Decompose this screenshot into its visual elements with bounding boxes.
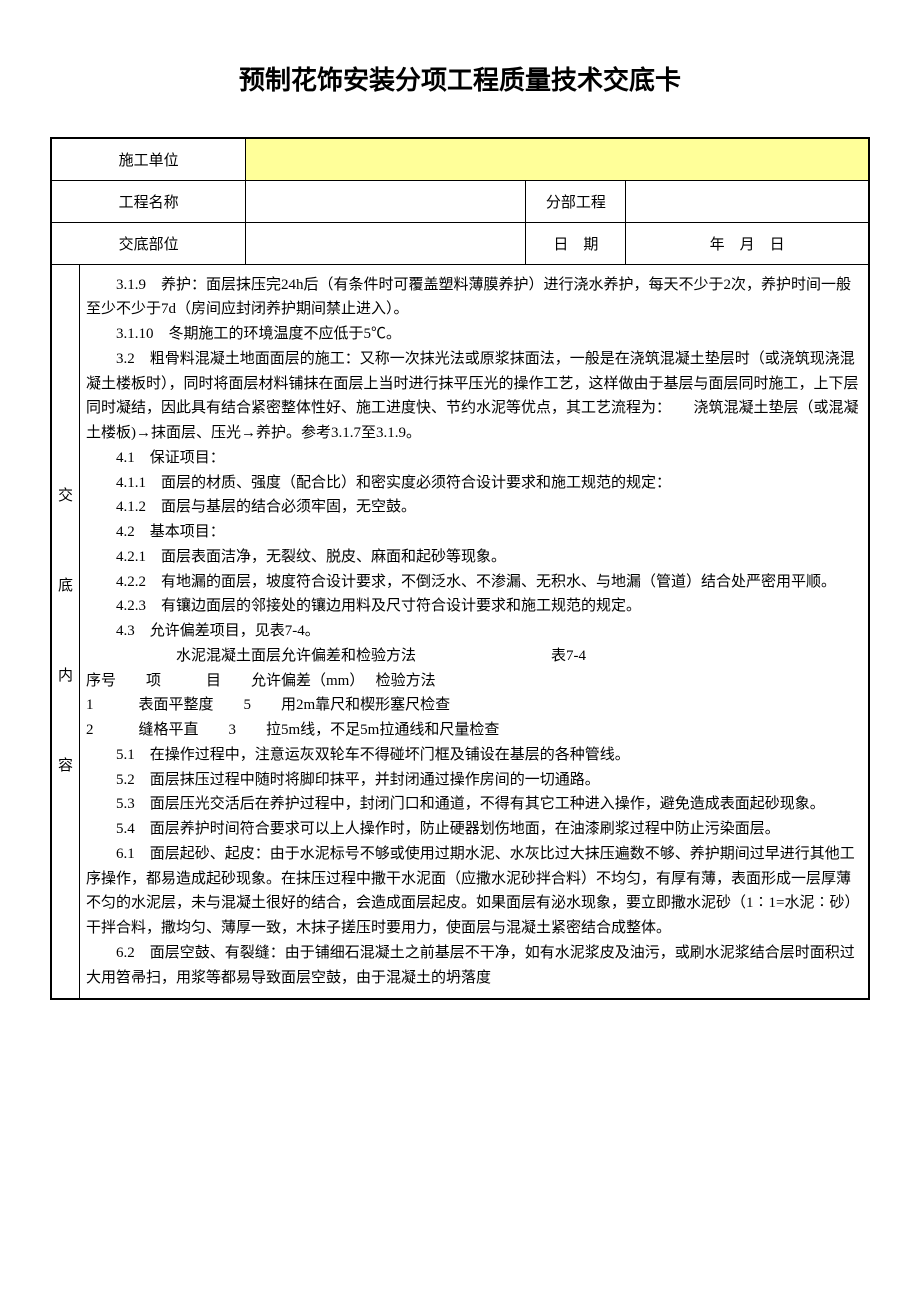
row-unit: 施工单位 <box>51 138 869 180</box>
value-date: 年 月 日 <box>626 222 869 264</box>
vlabel-1: 交 <box>58 488 73 504</box>
value-project <box>246 180 526 222</box>
label-unit: 施工单位 <box>51 138 246 180</box>
value-subproject <box>626 180 869 222</box>
para-3110: 3.1.10 冬期施工的环境温度不应低于5℃。 <box>86 322 862 347</box>
para-43: 4.3 允许偏差项目，见表7-4。 <box>86 619 862 644</box>
para-32: 3.2 粗骨料混凝土地面面层的施工：又称一次抹光法或原浆抹面法，一般是在浇筑混凝… <box>86 347 862 446</box>
para-53: 5.3 面层压光交活后在养护过程中，封闭门口和通道，不得有其它工种进入操作，避免… <box>86 792 862 817</box>
tbl-title: 水泥混凝土面层允许偏差和检验方法 表7-4 <box>86 644 862 669</box>
para-52: 5.2 面层抹压过程中随时将脚印抹平，并封闭通过操作房间的一切通路。 <box>86 768 862 793</box>
para-62: 6.2 面层空鼓、有裂缝：由于铺细石混凝土之前基层不干净，如有水泥浆皮及油污，或… <box>86 941 862 991</box>
row-project: 工程名称 分部工程 <box>51 180 869 222</box>
value-unit <box>246 138 869 180</box>
para-54: 5.4 面层养护时间符合要求可以上人操作时，防止硬器划伤地面，在油漆刷浆过程中防… <box>86 817 862 842</box>
page-title: 预制花饰安装分项工程质量技术交底卡 <box>50 60 870 97</box>
para-411: 4.1.1 面层的材质、强度（配合比）和密实度必须符合设计要求和施工规范的规定： <box>86 471 862 496</box>
row-location: 交底部位 日 期 年 月 日 <box>51 222 869 264</box>
para-42: 4.2 基本项目： <box>86 520 862 545</box>
label-project: 工程名称 <box>51 180 246 222</box>
vlabel-2: 底 <box>58 578 73 594</box>
para-422: 4.2.2 有地漏的面层，坡度符合设计要求，不倒泛水、不渗漏、无积水、与地漏（管… <box>86 570 862 595</box>
para-423: 4.2.3 有镶边面层的邻接处的镶边用料及尺寸符合设计要求和施工规范的规定。 <box>86 594 862 619</box>
para-319: 3.1.9 养护：面层抹压完24h后（有条件时可覆盖塑料薄膜养护）进行浇水养护，… <box>86 273 862 323</box>
row-content: 交 底 内 容 3.1.9 养护：面层抹压完24h后（有条件时可覆盖塑料薄膜养护… <box>51 264 869 999</box>
para-41: 4.1 保证项目： <box>86 446 862 471</box>
value-location <box>246 222 526 264</box>
label-location: 交底部位 <box>51 222 246 264</box>
vlabel-4: 容 <box>58 758 73 774</box>
tbl-header: 序号 项 目 允许偏差（mm） 检验方法 <box>86 669 862 694</box>
para-51: 5.1 在操作过程中，注意运灰双轮车不得碰坏门框及铺设在基层的各种管线。 <box>86 743 862 768</box>
vlabel-3: 内 <box>58 668 73 684</box>
tbl-row1: 1 表面平整度 5 用2m靠尺和楔形塞尺检查 <box>86 693 862 718</box>
para-412: 4.1.2 面层与基层的结合必须牢固，无空鼓。 <box>86 495 862 520</box>
label-date: 日 期 <box>526 222 626 264</box>
label-subproject: 分部工程 <box>526 180 626 222</box>
main-table: 施工单位 工程名称 分部工程 交底部位 日 期 年 月 日 交 底 内 容 3.… <box>50 137 870 1000</box>
content-body: 3.1.9 养护：面层抹压完24h后（有条件时可覆盖塑料薄膜养护）进行浇水养护，… <box>80 264 869 999</box>
para-421: 4.2.1 面层表面洁净，无裂纹、脱皮、麻面和起砂等现象。 <box>86 545 862 570</box>
tbl-row2: 2 缝格平直 3 拉5m线，不足5m拉通线和尺量检查 <box>86 718 862 743</box>
vertical-label: 交 底 内 容 <box>51 264 80 999</box>
para-61: 6.1 面层起砂、起皮：由于水泥标号不够或使用过期水泥、水灰比过大抹压遍数不够、… <box>86 842 862 941</box>
